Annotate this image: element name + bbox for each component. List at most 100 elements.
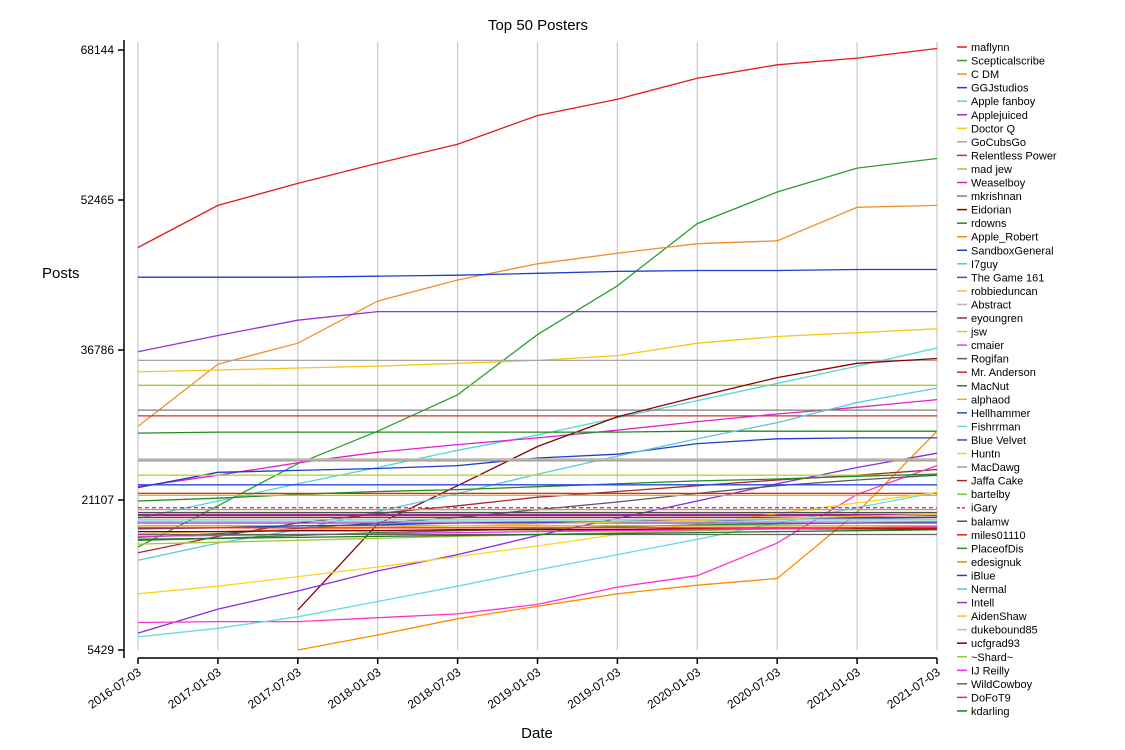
- grid-lines: [137, 42, 938, 650]
- chart-title: Top 50 Posters: [488, 17, 588, 34]
- legend-item: cmaier: [957, 340, 1004, 352]
- legend-item: ucfgrad93: [957, 638, 1020, 650]
- legend-item: miles01110: [957, 530, 1026, 542]
- legend-item: Apple fanboy: [957, 96, 1036, 108]
- x-tick-label: 2016-07-03: [85, 665, 144, 712]
- legend-label: cmaier: [971, 340, 1004, 352]
- legend-item: edesignuk: [957, 557, 1022, 569]
- legend-item: mkrishnan: [957, 191, 1022, 203]
- legend-label: Scepticalscribe: [971, 56, 1045, 68]
- legend-item: mad jew: [957, 164, 1012, 176]
- legend-label: Blue Velvet: [971, 435, 1026, 447]
- legend-label: robbieduncan: [971, 286, 1038, 298]
- x-tick-label: 2021-07-03: [884, 665, 943, 712]
- legend-item: AidenShaw: [957, 611, 1027, 623]
- legend-label: Fishrrman: [971, 421, 1021, 433]
- legend-label: Apple fanboy: [971, 96, 1036, 108]
- x-tick-label: 2017-07-03: [245, 665, 304, 712]
- legend-label: iGary: [971, 503, 998, 515]
- legend-label: Mr. Anderson: [971, 367, 1036, 379]
- legend-label: The Game 161: [971, 272, 1044, 284]
- series-line-cmaier: [137, 464, 938, 624]
- y-tick-label: 21107: [82, 493, 115, 507]
- y-tick-label: 36786: [81, 343, 115, 357]
- legend-item: Hellhammer: [957, 408, 1031, 420]
- legend-label: Rogifan: [971, 354, 1009, 366]
- x-tick-label: 2018-01-03: [325, 665, 384, 712]
- legend-item: alphaod: [957, 394, 1010, 406]
- legend-label: balamw: [971, 516, 1009, 528]
- legend-item: Weaselboy: [957, 178, 1026, 190]
- y-tick-label: 68144: [81, 43, 115, 57]
- legend-item: Blue Velvet: [957, 435, 1026, 447]
- legend-label: PlaceofDis: [971, 543, 1024, 555]
- legend-label: Apple_Robert: [971, 232, 1038, 244]
- legend-label: Huntn: [971, 449, 1000, 461]
- x-tick-label: 2018-07-03: [405, 665, 464, 712]
- legend-label: MacDawg: [971, 462, 1020, 474]
- x-tick-label: 2019-01-03: [485, 665, 544, 712]
- legend-label: IJ Reilly: [971, 665, 1010, 677]
- legend-label: Eidorian: [971, 205, 1011, 217]
- y-tick-label: 52465: [81, 193, 115, 207]
- series-line-maflynn: [137, 47, 938, 249]
- legend-label: mkrishnan: [971, 191, 1022, 203]
- legend-item: GoCubsGo: [957, 137, 1026, 149]
- y-axis-title: Posts: [42, 265, 80, 282]
- legend-label: I7guy: [971, 259, 998, 271]
- legend-label: kdarling: [971, 706, 1010, 718]
- legend-item: Rogifan: [957, 354, 1009, 366]
- legend-label: miles01110: [971, 530, 1026, 542]
- legend-item: GGJstudios: [957, 83, 1029, 95]
- legend-label: Jaffa Cake: [971, 476, 1023, 488]
- legend-item: Scepticalscribe: [957, 56, 1045, 68]
- legend-item: Applejuiced: [957, 110, 1028, 122]
- legend-label: ~Shard~: [971, 652, 1013, 664]
- legend-item: MacNut: [957, 381, 1009, 393]
- legend-item: jsw: [957, 327, 987, 339]
- legend-item: WildCowboy: [957, 679, 1033, 691]
- series-line-c-dm: [137, 204, 938, 427]
- legend-item: Abstract: [957, 299, 1011, 311]
- legend-item: Eidorian: [957, 205, 1011, 217]
- legend-label: mad jew: [971, 164, 1012, 176]
- legend-item: The Game 161: [957, 272, 1044, 284]
- legend-item: Intell: [957, 598, 994, 610]
- legend-item: kdarling: [957, 706, 1010, 718]
- series-line-rdowns: [137, 430, 937, 434]
- legend-label: C DM: [971, 69, 999, 81]
- legend-label: MacNut: [971, 381, 1009, 393]
- legend-item: rdowns: [957, 218, 1007, 230]
- legend-label: rdowns: [971, 218, 1007, 230]
- legend-label: edesignuk: [971, 557, 1022, 569]
- legend-item: eyoungren: [957, 313, 1023, 325]
- legend-label: dukebound85: [971, 625, 1038, 637]
- legend-label: Relentless Power: [971, 150, 1057, 162]
- legend-item: dukebound85: [957, 625, 1038, 637]
- series-line-placeofdis: [137, 521, 938, 541]
- series-line-sandboxgeneral: [137, 437, 937, 489]
- legend-label: ucfgrad93: [971, 638, 1020, 650]
- legend-label: GoCubsGo: [971, 137, 1026, 149]
- x-tick-label: 2020-07-03: [725, 665, 784, 712]
- series-line-scepticalscribe: [137, 157, 938, 548]
- legend-item: Jaffa Cake: [957, 476, 1023, 488]
- legend-item: balamw: [957, 516, 1009, 528]
- legend-item: Fishrrman: [957, 421, 1021, 433]
- series-line-apple-fanboy: [137, 347, 938, 519]
- y-tick-label: 5429: [87, 643, 114, 657]
- legend-item: MacDawg: [957, 462, 1020, 474]
- legend-label: alphaod: [971, 394, 1010, 406]
- legend-item: Nermal: [957, 584, 1006, 596]
- legend-item: iGary: [957, 503, 998, 515]
- legend-item: SandboxGeneral: [957, 245, 1054, 257]
- legend-label: Weaselboy: [971, 178, 1026, 190]
- legend-label: jsw: [970, 327, 987, 339]
- x-tick-label: 2021-01-03: [805, 665, 864, 712]
- legend-label: iBlue: [971, 570, 995, 582]
- legend-item: robbieduncan: [957, 286, 1038, 298]
- legend-label: Abstract: [971, 299, 1011, 311]
- series-line-weaselboy: [137, 398, 938, 488]
